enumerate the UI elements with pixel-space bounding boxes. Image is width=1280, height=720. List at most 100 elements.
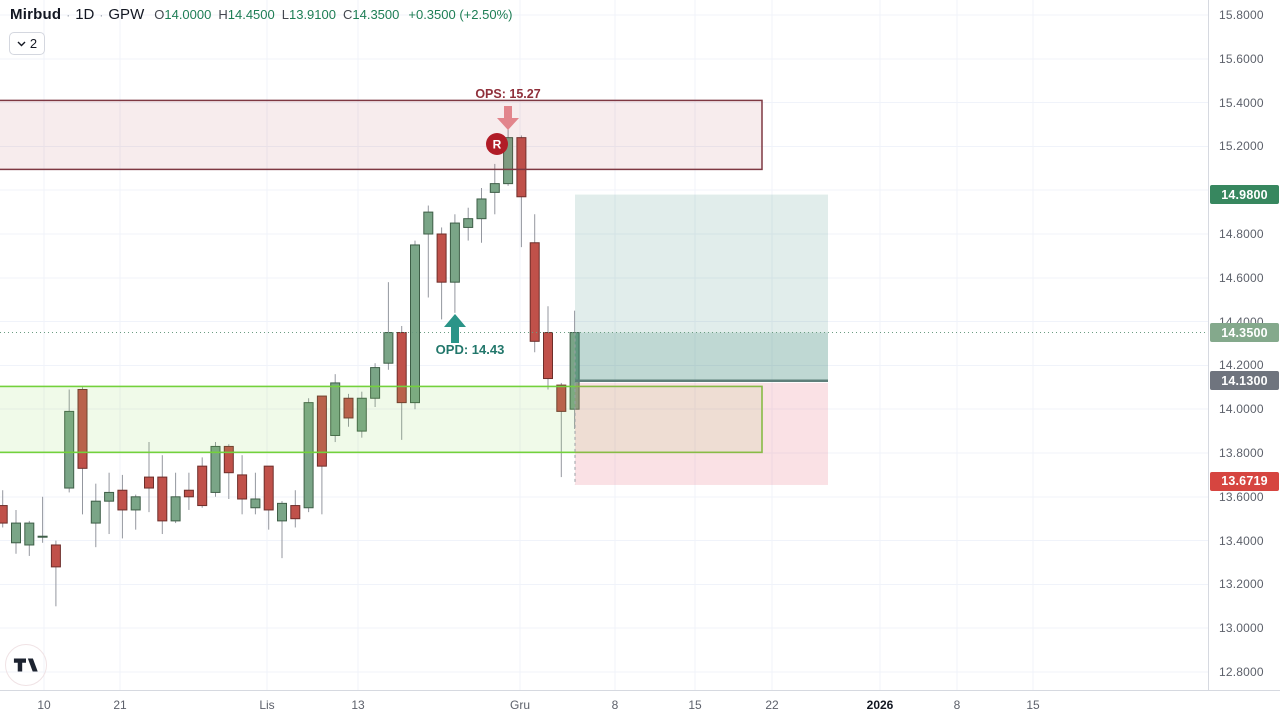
candlestick xyxy=(210,445,221,493)
pink-zone xyxy=(575,382,828,485)
candlestick xyxy=(237,474,248,500)
chevron-down-icon xyxy=(17,41,26,46)
candlestick xyxy=(250,498,261,509)
symbol-name[interactable]: Mirbud xyxy=(10,6,62,23)
candlestick xyxy=(449,222,460,283)
candlestick xyxy=(463,218,474,228)
candlestick xyxy=(130,496,141,511)
candlestick xyxy=(183,489,194,498)
demand-zone xyxy=(0,385,763,454)
ohlc-pair: O14.0000 xyxy=(154,7,211,22)
tradingview-logo[interactable] xyxy=(5,644,47,686)
time-axis-label: Lis xyxy=(259,698,275,712)
candlestick xyxy=(277,502,287,522)
ohlc-letter: C xyxy=(342,7,353,22)
price-axis-label: 15.4000 xyxy=(1219,95,1264,110)
price-axis-label: 15.6000 xyxy=(1219,51,1264,66)
time-axis-label: Gru xyxy=(509,698,531,712)
candlestick xyxy=(436,233,447,283)
timeframe-label[interactable]: 1D xyxy=(75,6,95,23)
price-axis-label: 14.8000 xyxy=(1219,227,1264,241)
candlestick xyxy=(476,198,487,220)
candlestick xyxy=(64,410,75,489)
candlestick xyxy=(330,382,341,436)
price-badge: 14.1300 xyxy=(1210,371,1279,391)
candlestick xyxy=(410,244,420,404)
ohlc-letter: O xyxy=(154,7,165,22)
candlestick xyxy=(157,476,168,522)
candlestick xyxy=(197,465,208,507)
ohlc-pair: H14.4500 xyxy=(218,7,274,22)
candlestick xyxy=(370,367,381,399)
candlestick xyxy=(343,397,354,419)
candlestick xyxy=(303,402,314,509)
resistance-badge xyxy=(486,133,508,155)
time-axis-label: 15 xyxy=(688,698,702,712)
candlestick xyxy=(489,183,500,193)
candlestick xyxy=(77,388,88,469)
candlestick xyxy=(543,332,553,380)
opd-level-label: OPD: 14.43 xyxy=(436,342,505,357)
price-axis-label: 14.6000 xyxy=(1219,270,1264,285)
candlestick xyxy=(396,332,407,404)
change-value: +0.3500 (+2.50%) xyxy=(408,7,513,22)
candlestick xyxy=(556,384,567,412)
candlestick xyxy=(423,211,434,235)
candlestick xyxy=(316,395,327,467)
time-axis-label: 10 xyxy=(37,698,51,712)
ohlc-value: 13.9100 xyxy=(288,7,336,22)
candlestick xyxy=(117,489,128,511)
legend-separator: · xyxy=(99,8,104,22)
price-axis-label: 13.8000 xyxy=(1219,446,1264,460)
candlestick xyxy=(516,137,527,198)
time-axis-label: 8 xyxy=(611,698,619,712)
chart-legend[interactable]: Mirbud · 1D · GPW O14.0000 H14.4500 L13.91… xyxy=(10,6,512,23)
ohlc-value: 14.3500 xyxy=(352,7,400,22)
time-axis-label: 15 xyxy=(1026,698,1040,712)
resistance-zone xyxy=(0,99,763,171)
candlestick xyxy=(104,491,115,502)
candlestick-chart: OPS: 15.27 R OPD: 14.43 xyxy=(0,0,1208,690)
candlestick xyxy=(90,500,101,524)
resistance-badge-letter: R xyxy=(493,138,502,152)
price-axis-label: 14.2000 xyxy=(1219,358,1264,373)
time-axis-label: 2026 xyxy=(866,698,894,712)
price-axis-label: 14.0000 xyxy=(1219,402,1264,417)
price-axis-label: 15.8000 xyxy=(1219,8,1264,22)
ops-level-label: OPS: 15.27 xyxy=(475,87,540,101)
exchange-label: GPW xyxy=(108,6,145,23)
candlestick xyxy=(263,465,274,511)
price-axis-label: 15.2000 xyxy=(1219,139,1264,154)
candlestick xyxy=(11,522,21,544)
ohlc-values: O14.0000 H14.4500 L13.9100 C14.3500 xyxy=(154,7,406,22)
candlestick xyxy=(170,496,181,522)
ohlc-pair: L13.9100 xyxy=(282,7,336,22)
price-axis[interactable]: ☼ 15.800015.600015.400015.200014.800014.… xyxy=(1208,0,1280,720)
sell-arrow-icon xyxy=(497,106,519,130)
ohlc-value: 14.4500 xyxy=(227,7,275,22)
teal-band xyxy=(575,332,828,381)
time-axis-label: 22 xyxy=(765,698,779,712)
candlestick xyxy=(290,505,301,520)
candlestick xyxy=(503,137,514,185)
time-axis-label: 8 xyxy=(953,698,961,712)
legend-separator: · xyxy=(66,8,71,22)
price-axis-label: 13.4000 xyxy=(1219,533,1264,548)
price-badge: 14.3500 xyxy=(1210,323,1279,343)
ohlc-letter: H xyxy=(218,7,228,22)
price-chart-pane[interactable]: OPS: 15.27 R OPD: 14.43 Mirbud · 1D · GPW … xyxy=(0,0,1208,690)
candlestick xyxy=(50,544,61,568)
ohlc-pair: C14.3500 xyxy=(343,7,399,22)
candlestick xyxy=(223,445,234,474)
buy-arrow-icon xyxy=(444,314,466,343)
price-axis-label: 12.8000 xyxy=(1219,665,1264,679)
time-axis[interactable]: 10 21 Lis 13 Gru 8 15 22 2026 8 15 xyxy=(0,690,1280,720)
time-axis-label: 21 xyxy=(113,698,127,712)
price-axis-label: 13.0000 xyxy=(1219,621,1264,636)
candlestick xyxy=(144,476,154,489)
mint-zone xyxy=(575,194,828,381)
ohlc-value: 14.0000 xyxy=(164,7,212,22)
collapse-indicators-button[interactable]: 2 xyxy=(9,32,45,55)
collapse-count: 2 xyxy=(29,36,38,51)
